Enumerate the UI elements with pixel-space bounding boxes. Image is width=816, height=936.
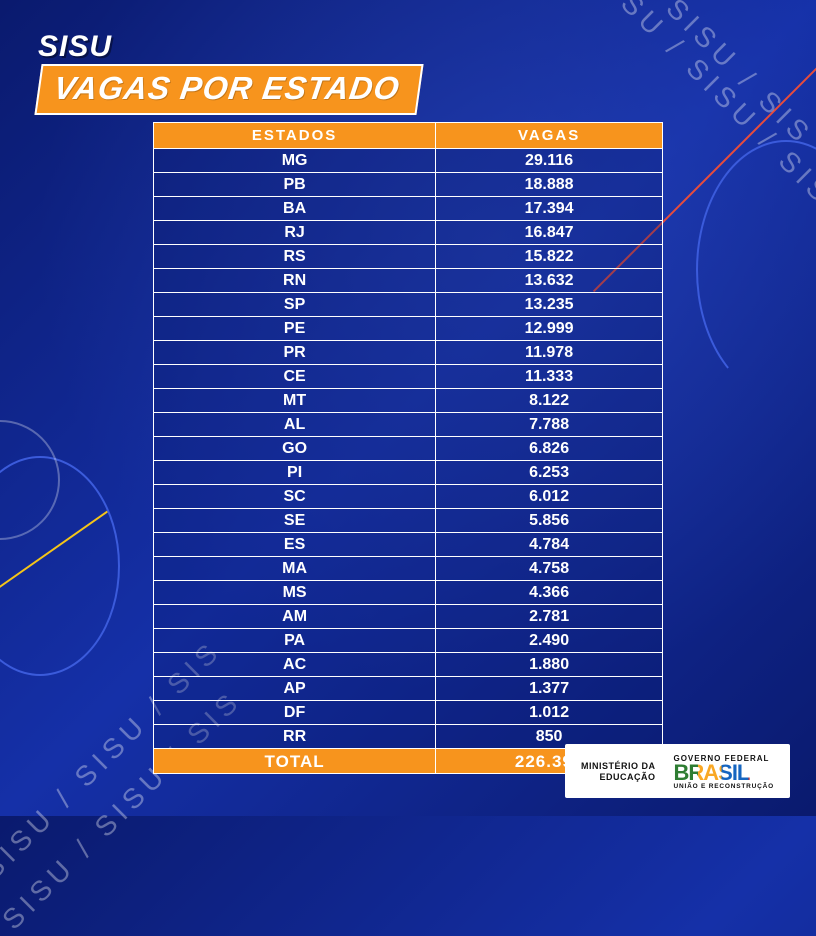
cell-vagas: 15.822: [436, 245, 663, 269]
cell-vagas: 17.394: [436, 197, 663, 221]
table-row: RJ16.847: [154, 221, 663, 245]
table-row: PE12.999: [154, 317, 663, 341]
cell-estado: SE: [154, 509, 436, 533]
cell-estado: SP: [154, 293, 436, 317]
cell-vagas: 6.012: [436, 485, 663, 509]
gov-sub: UNIÃO E RECONSTRUÇÃO: [673, 783, 774, 790]
cell-estado: RS: [154, 245, 436, 269]
cell-vagas: 12.999: [436, 317, 663, 341]
cell-total-label: TOTAL: [154, 749, 436, 774]
table-row: CE11.333: [154, 365, 663, 389]
cell-vagas: 5.856: [436, 509, 663, 533]
cell-estado: MG: [154, 149, 436, 173]
cell-vagas: 8.122: [436, 389, 663, 413]
cell-vagas: 16.847: [436, 221, 663, 245]
cell-estado: GO: [154, 437, 436, 461]
cell-estado: RN: [154, 269, 436, 293]
cell-estado: DF: [154, 701, 436, 725]
cell-estado: AM: [154, 605, 436, 629]
cell-vagas: 4.366: [436, 581, 663, 605]
cell-estado: ES: [154, 533, 436, 557]
cell-estado: BA: [154, 197, 436, 221]
cell-estado: PE: [154, 317, 436, 341]
table-row: ES4.784: [154, 533, 663, 557]
vagas-table: ESTADOS VAGAS MG29.116PB18.888BA17.394RJ…: [153, 122, 663, 774]
table-row: SE5.856: [154, 509, 663, 533]
title-block: SISU VAGAS POR ESTADO: [38, 30, 420, 115]
ministry-l1: MINISTÉRIO DA: [581, 761, 656, 772]
table-row: MG29.116: [154, 149, 663, 173]
table-row: MS4.366: [154, 581, 663, 605]
cell-vagas: 7.788: [436, 413, 663, 437]
col-vagas: VAGAS: [436, 123, 663, 149]
cell-vagas: 13.632: [436, 269, 663, 293]
table-row: AP1.377: [154, 677, 663, 701]
cell-estado: AC: [154, 653, 436, 677]
table-row: AM2.781: [154, 605, 663, 629]
cell-vagas: 2.781: [436, 605, 663, 629]
cell-vagas: 2.490: [436, 629, 663, 653]
table-row: BA17.394: [154, 197, 663, 221]
title-banner: VAGAS POR ESTADO: [34, 64, 423, 115]
table-header-row: ESTADOS VAGAS: [154, 123, 663, 149]
table-row: PR11.978: [154, 341, 663, 365]
col-estados: ESTADOS: [154, 123, 436, 149]
table-row: RN13.632: [154, 269, 663, 293]
ministry-label: MINISTÉRIO DA EDUCAÇÃO: [581, 761, 656, 783]
cell-vagas: 29.116: [436, 149, 663, 173]
cell-estado: PI: [154, 461, 436, 485]
table-row: PI6.253: [154, 461, 663, 485]
cell-estado: SC: [154, 485, 436, 509]
table-row: GO6.826: [154, 437, 663, 461]
cell-vagas: 13.235: [436, 293, 663, 317]
cell-estado: PR: [154, 341, 436, 365]
table-row: AC1.880: [154, 653, 663, 677]
table-row: PB18.888: [154, 173, 663, 197]
cell-vagas: 1.377: [436, 677, 663, 701]
gov-brand: BRASIL: [673, 763, 774, 783]
table-row: SP13.235: [154, 293, 663, 317]
table-row: SC6.012: [154, 485, 663, 509]
cell-estado: RJ: [154, 221, 436, 245]
cell-vagas: 4.758: [436, 557, 663, 581]
cell-vagas: 1.880: [436, 653, 663, 677]
table-row: AL7.788: [154, 413, 663, 437]
cell-vagas: 1.012: [436, 701, 663, 725]
gov-block: GOVERNO FEDERAL BRASIL UNIÃO E RECONSTRU…: [673, 754, 774, 790]
cell-estado: AP: [154, 677, 436, 701]
ministry-l2: EDUCAÇÃO: [581, 772, 656, 783]
cell-vagas: 18.888: [436, 173, 663, 197]
footer-logo: MINISTÉRIO DA EDUCAÇÃO GOVERNO FEDERAL B…: [565, 744, 790, 798]
cell-vagas: 6.253: [436, 461, 663, 485]
cell-vagas: 4.784: [436, 533, 663, 557]
cell-estado: PA: [154, 629, 436, 653]
cell-vagas: 6.826: [436, 437, 663, 461]
cell-estado: RR: [154, 725, 436, 749]
cell-estado: MT: [154, 389, 436, 413]
cell-vagas: 11.333: [436, 365, 663, 389]
cell-vagas: 11.978: [436, 341, 663, 365]
table-row: MT8.122: [154, 389, 663, 413]
table-row: MA4.758: [154, 557, 663, 581]
cell-estado: AL: [154, 413, 436, 437]
table-row: DF1.012: [154, 701, 663, 725]
title-line1: SISU: [38, 30, 420, 64]
cell-estado: CE: [154, 365, 436, 389]
cell-estado: MA: [154, 557, 436, 581]
table-row: RS15.822: [154, 245, 663, 269]
cell-estado: MS: [154, 581, 436, 605]
cell-estado: PB: [154, 173, 436, 197]
table-row: PA2.490: [154, 629, 663, 653]
table-wrap: ESTADOS VAGAS MG29.116PB18.888BA17.394RJ…: [153, 122, 663, 774]
